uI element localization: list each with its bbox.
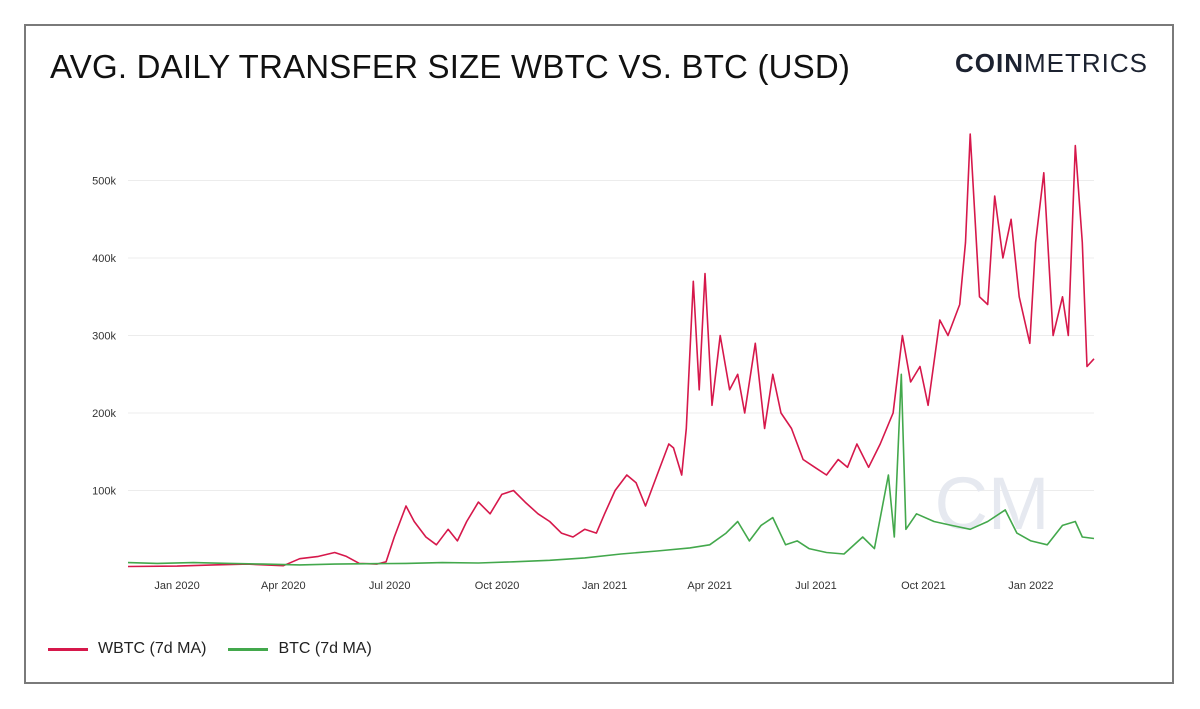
x-tick-label: Oct 2020	[475, 580, 520, 592]
x-tick-label: Jul 2021	[795, 580, 837, 592]
y-tick-label: 100k	[92, 486, 116, 498]
y-tick-label: 200k	[92, 408, 116, 420]
chart-title: AVG. DAILY TRANSFER SIZE WBTC VS. BTC (U…	[50, 48, 851, 85]
legend: WBTC (7d MA) BTC (7d MA)	[48, 640, 372, 658]
grid-lines	[128, 180, 1094, 491]
legend-swatch-btc	[228, 647, 269, 651]
x-tick-label: Apr 2021	[687, 580, 732, 592]
x-tick-label: Jul 2020	[369, 580, 411, 592]
x-tick-label: Jan 2021	[582, 580, 627, 592]
chart-card: AVG. DAILY TRANSFER SIZE WBTC VS. BTC (U…	[24, 24, 1174, 684]
y-tick-label: 400k	[92, 253, 116, 265]
watermark-logo: CM	[934, 462, 1049, 545]
legend-label-wbtc: WBTC (7d MA)	[98, 640, 207, 657]
x-tick-label: Jan 2020	[154, 580, 199, 592]
legend-item-wbtc[interactable]: WBTC (7d MA)	[48, 640, 206, 658]
brand-logo-bold: COIN	[955, 48, 1024, 78]
x-tick-label: Jan 2022	[1008, 580, 1053, 592]
series-line-wbtc	[127, 133, 1095, 568]
y-tick-label: 500k	[92, 176, 116, 188]
brand-logo-light: METRICS	[1024, 48, 1148, 78]
legend-label-btc: BTC (7d MA)	[278, 640, 372, 657]
series-lines	[127, 133, 1095, 568]
legend-item-btc[interactable]: BTC (7d MA)	[228, 640, 372, 658]
line-chart: CM 100k 200k 300k 400k 500k Jan 2020 Apr 2020…	[92, 133, 1095, 592]
series-line-btc	[127, 373, 1095, 566]
x-tick-label: Apr 2020	[261, 580, 306, 592]
brand-logo: COINMETRICS	[955, 48, 1148, 79]
x-tick-label: Oct 2021	[901, 580, 946, 592]
y-axis-ticks: 100k 200k 300k 400k 500k	[92, 176, 116, 498]
x-axis-ticks: Jan 2020 Apr 2020 Jul 2020 Oct 2020 Jan 2021…	[154, 580, 1053, 592]
y-tick-label: 300k	[92, 331, 116, 343]
legend-swatch-wbtc	[48, 647, 88, 651]
